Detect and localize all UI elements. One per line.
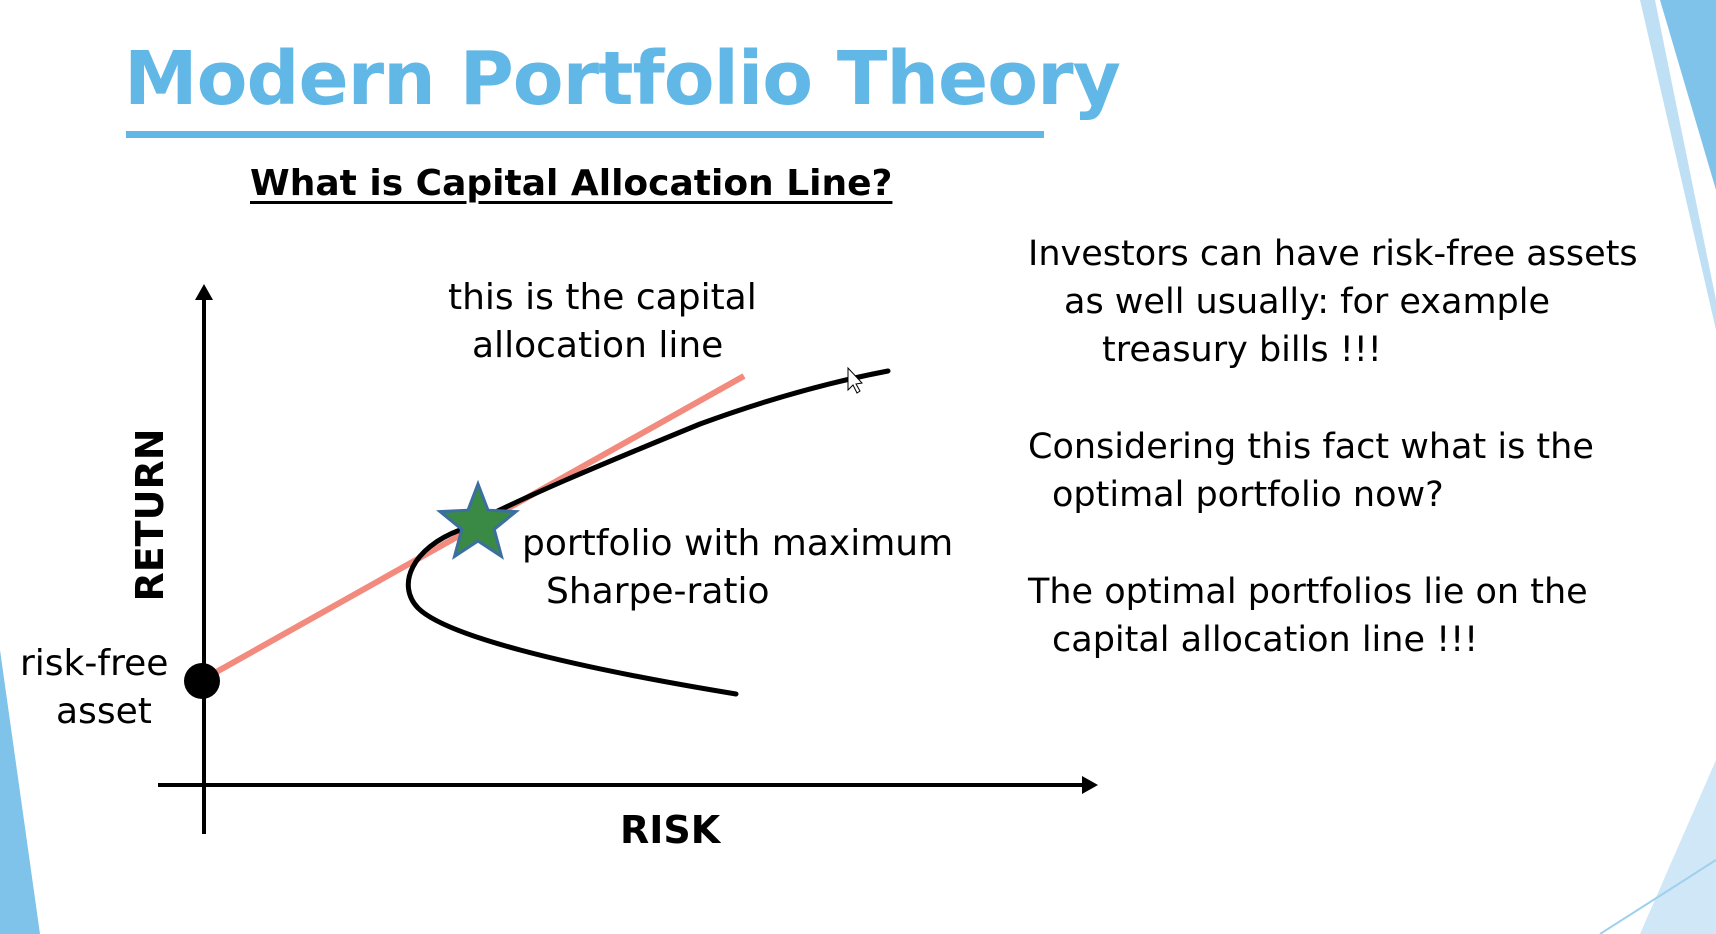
notes-panel: Investors can have risk-free assets as w… — [1028, 230, 1638, 713]
x-axis-label: RISK — [620, 808, 721, 852]
max-sharpe-star-icon — [436, 479, 520, 560]
corner-triangle-bottom-right — [1640, 760, 1716, 934]
risk-free-label-line2: asset — [56, 691, 152, 732]
star-label-line2: Sharpe-ratio — [546, 571, 770, 612]
note-line: as well usually: for example — [1064, 282, 1551, 322]
star-label-line1: portfolio with maximum — [522, 523, 954, 564]
note-line: Investors can have risk-free assets — [1028, 234, 1638, 274]
note-line: The optimal portfolios lie on the — [1028, 572, 1588, 612]
cal-label-line2: allocation line — [472, 325, 724, 366]
mouse-cursor-icon — [847, 366, 864, 394]
corner-triangle-bottom-left — [0, 650, 40, 934]
note-optimal-answer: The optimal portfolios lie on the capita… — [1028, 568, 1638, 664]
note-line: Considering this fact what is the — [1028, 427, 1594, 467]
corner-triangle-top-right — [1660, 0, 1716, 190]
corner-line-bottom-right — [1599, 859, 1716, 934]
x-axis-arrow-icon — [1082, 776, 1098, 794]
risk-free-label-line1: risk-free — [20, 643, 169, 684]
efficient-frontier-curve — [405, 368, 891, 697]
note-line: capital allocation line !!! — [1052, 620, 1479, 660]
note-line: treasury bills !!! — [1102, 330, 1382, 370]
y-axis-label: RETURN — [128, 428, 172, 602]
risk-free-asset-dot — [184, 663, 220, 699]
note-optimal-question: Considering this fact what is the optima… — [1028, 423, 1638, 519]
slide-subtitle: What is Capital Allocation Line? — [250, 163, 893, 204]
corner-stripe-top-right — [1640, 0, 1716, 330]
note-line: optimal portfolio now? — [1052, 475, 1444, 515]
cal-label-line1: this is the capital — [448, 277, 757, 318]
note-risk-free-assets: Investors can have risk-free assets as w… — [1028, 230, 1638, 374]
title-underline — [126, 131, 1044, 138]
y-axis-arrow-icon — [195, 284, 213, 300]
slide-title: Modern Portfolio Theory — [124, 36, 1121, 122]
